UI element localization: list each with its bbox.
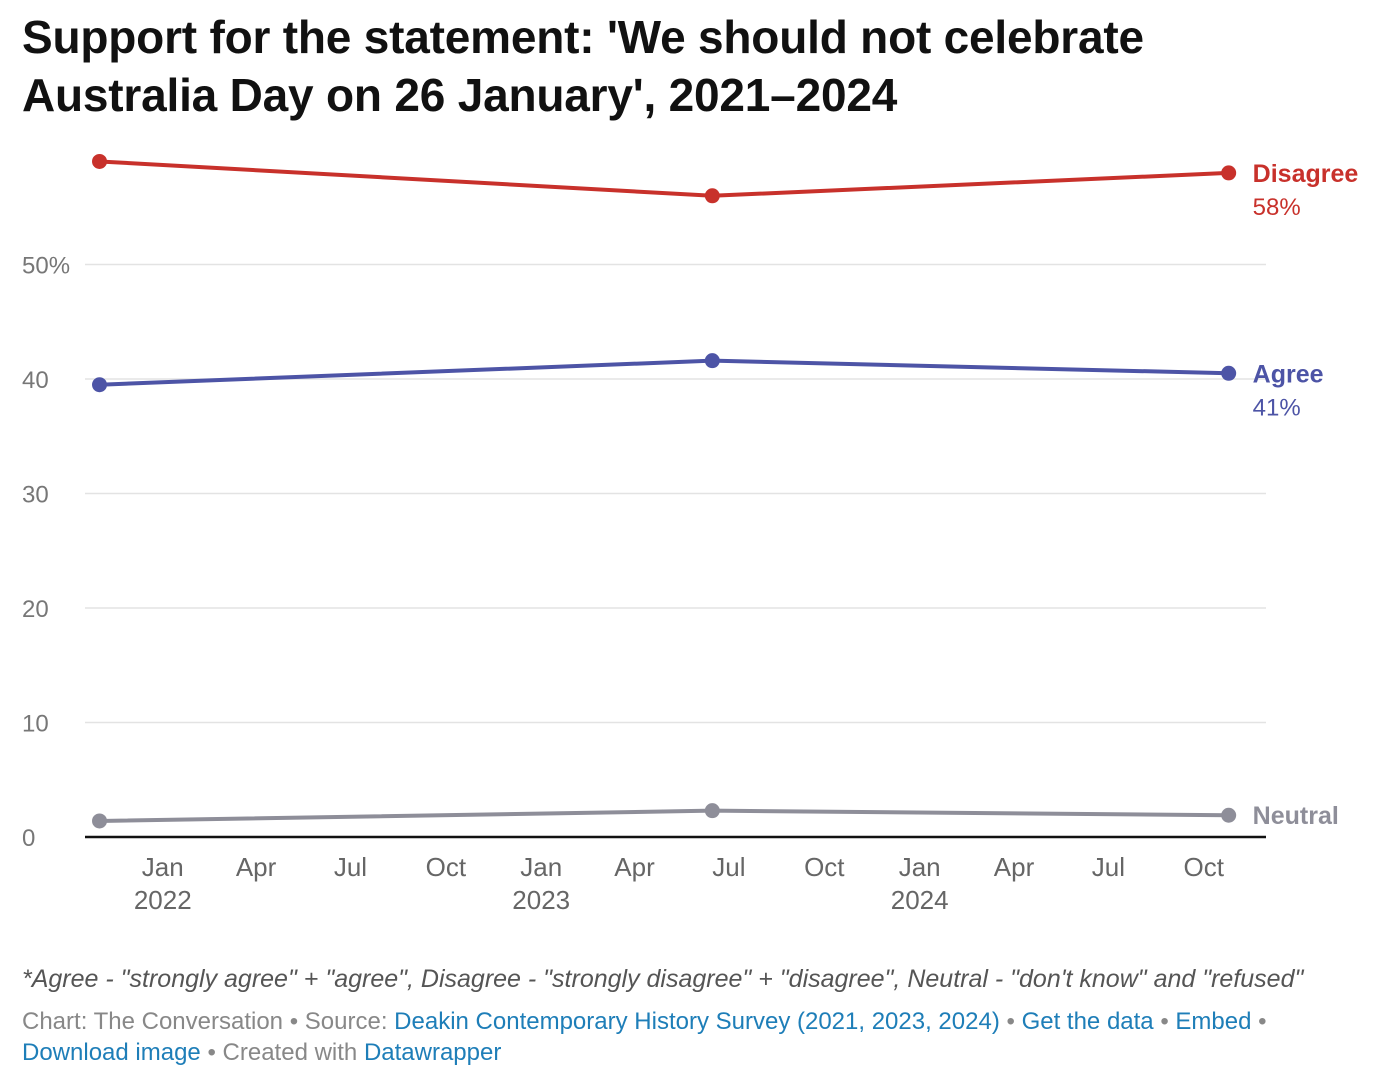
x-tick-label: Jul: [334, 852, 367, 882]
series-line-neutral: [97, 808, 1231, 823]
series-line-agree: [97, 358, 1231, 387]
x-tick-label: Jul: [712, 852, 745, 882]
download-image-link[interactable]: Download image: [22, 1039, 201, 1066]
footer-separator: •: [1160, 1008, 1169, 1035]
chart-footnote: *Agree - "strongly agree" + "agree", Dis…: [22, 965, 1304, 993]
datawrapper-link[interactable]: Datawrapper: [363, 1039, 502, 1066]
y-tick-label: 0: [22, 825, 35, 852]
x-tick-label: Jan: [520, 852, 562, 882]
x-tick-label: Jan: [142, 852, 184, 882]
footer-separator: •: [1006, 1008, 1015, 1035]
series-line-disagree: [97, 159, 1231, 198]
footer-separator: •: [1258, 1008, 1267, 1035]
created-with-prefix: Created with: [222, 1039, 358, 1066]
x-tick-label: Apr: [614, 852, 655, 882]
source-link[interactable]: Deakin Contemporary History Survey (2021…: [394, 1008, 1000, 1035]
series-labels: Disagree 58% Agree 41% Neutral: [1253, 160, 1359, 830]
x-tick-year-label: 2024: [891, 885, 949, 915]
x-tick-year-label: 2022: [134, 885, 192, 915]
data-point-disagree: [1221, 165, 1237, 181]
series-label-disagree: Disagree: [1253, 160, 1359, 188]
data-point-agree: [704, 353, 720, 369]
x-tick-label: Apr: [236, 852, 277, 882]
y-tick-label: 10: [22, 711, 49, 738]
series-lines: [92, 153, 1237, 829]
embed-link[interactable]: Embed: [1175, 1008, 1252, 1035]
y-axis: 50% 40 30 20 10 0: [22, 253, 70, 853]
series-value-label-agree: 41%: [1253, 394, 1301, 421]
data-point-neutral: [92, 813, 108, 829]
chart-title: Support for the statement: 'We should no…: [22, 11, 1144, 121]
gridlines: [85, 263, 1266, 724]
x-tick-label: Jan: [899, 852, 941, 882]
x-tick-label: Apr: [994, 852, 1035, 882]
x-tick-label: Oct: [426, 852, 467, 882]
source-prefix: Source:: [304, 1008, 388, 1035]
data-point-disagree: [92, 153, 108, 169]
x-tick-label: Oct: [804, 852, 845, 882]
x-tick-year-label: 2023: [512, 885, 570, 915]
get-data-link[interactable]: Get the data: [1021, 1008, 1154, 1035]
data-point-disagree: [704, 188, 720, 204]
y-tick-label: 40: [22, 367, 49, 394]
footer-separator: •: [289, 1008, 299, 1035]
y-tick-label: 50%: [22, 253, 70, 280]
series-label-neutral: Neutral: [1253, 802, 1339, 830]
series-value-label-disagree: 58%: [1253, 194, 1301, 221]
y-tick-label: 30: [22, 482, 49, 509]
y-tick-label: 20: [22, 596, 49, 623]
x-tick-label: Oct: [1184, 852, 1225, 882]
data-point-agree: [92, 377, 108, 393]
data-point-agree: [1221, 365, 1237, 381]
data-point-neutral: [1221, 807, 1237, 823]
series-label-agree: Agree: [1253, 360, 1324, 388]
chart-footer: Chart: The Conversation • Source: Deakin…: [22, 1006, 1292, 1068]
footer-separator: •: [207, 1039, 216, 1066]
chart-credit: Chart: The Conversation: [22, 1008, 284, 1035]
data-point-neutral: [704, 803, 720, 819]
x-tick-label: Jul: [1092, 852, 1125, 882]
